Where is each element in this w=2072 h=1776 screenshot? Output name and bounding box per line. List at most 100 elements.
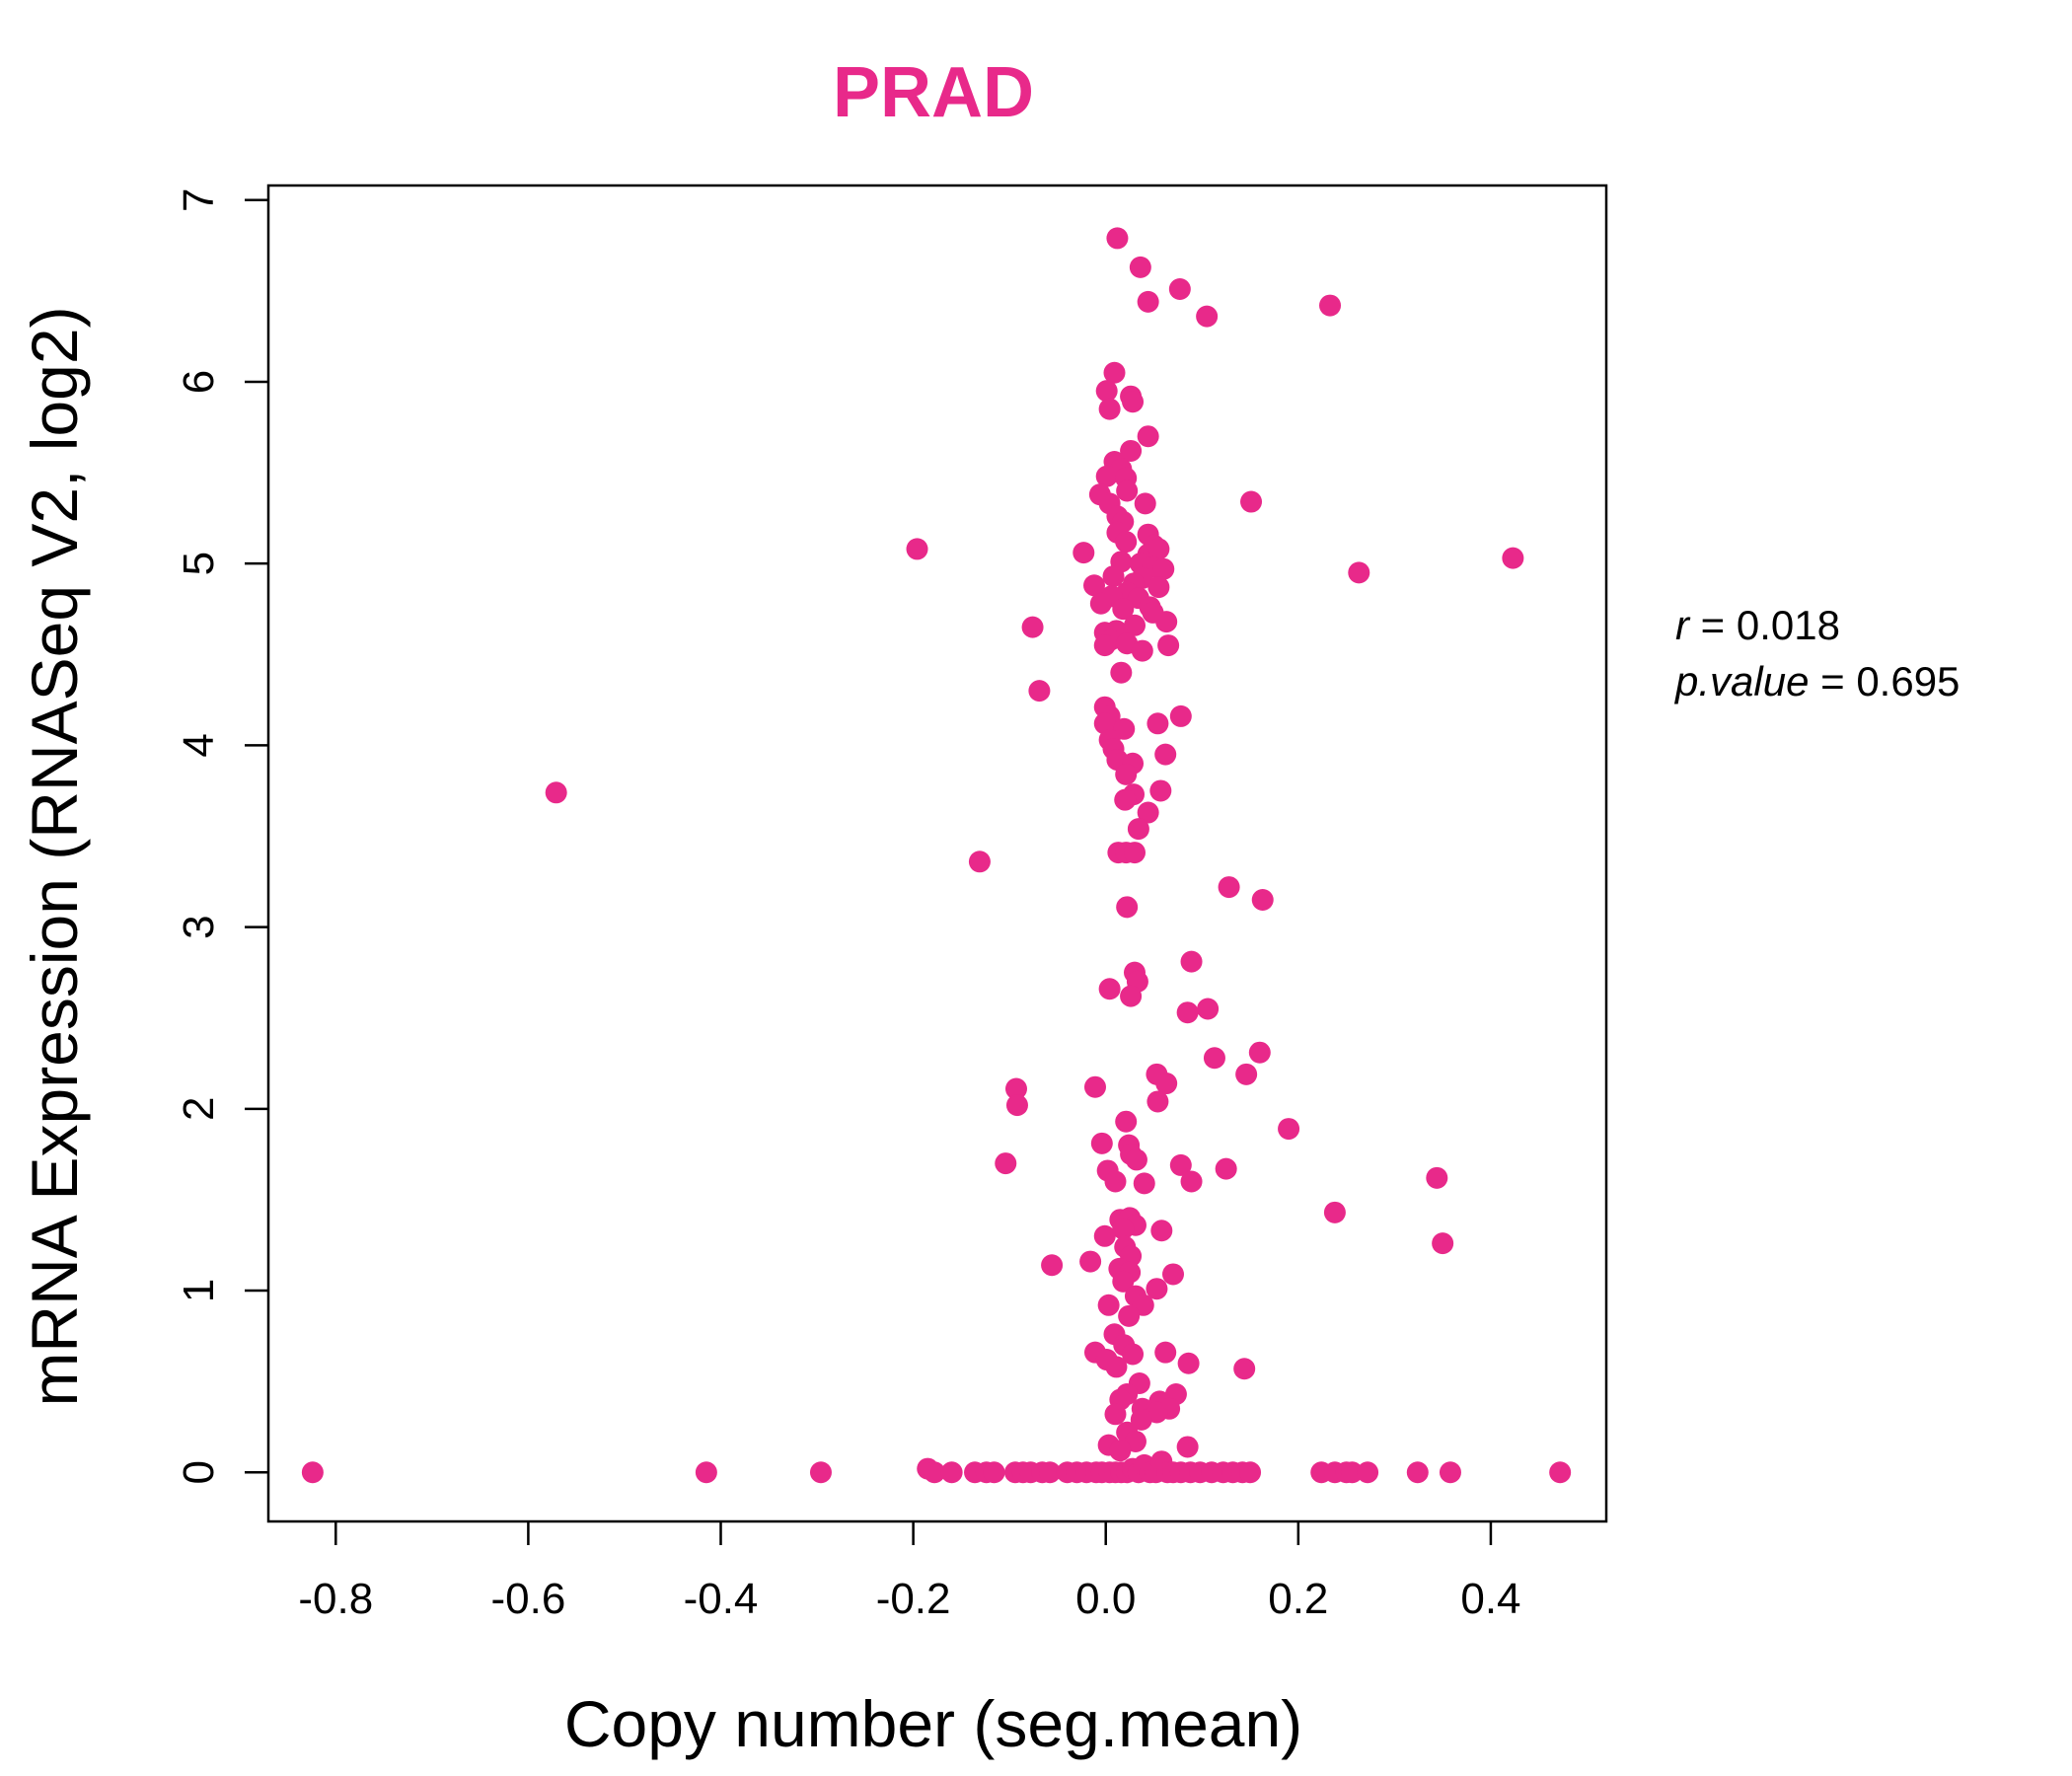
data-point (1133, 1172, 1155, 1195)
data-point (1235, 1063, 1258, 1085)
chart-title: PRAD (833, 53, 1034, 132)
data-point (1089, 592, 1112, 615)
data-point (1157, 634, 1180, 657)
data-point (1406, 1461, 1429, 1484)
data-point (1233, 1358, 1256, 1380)
y-tick-label: 3 (175, 915, 223, 938)
data-point (1203, 1047, 1225, 1070)
data-point (301, 1461, 324, 1484)
data-point (1115, 763, 1138, 785)
r-value: 0.018 (1737, 602, 1840, 648)
data-point (1106, 227, 1129, 250)
plot-frame (266, 184, 1608, 1523)
data-point (1110, 661, 1133, 684)
data-point (1168, 278, 1191, 301)
data-point (1248, 1041, 1271, 1064)
data-point (1115, 531, 1138, 554)
data-point (1357, 1461, 1379, 1484)
data-point (1005, 1094, 1028, 1117)
data-point (1177, 1352, 1200, 1374)
data-point (1127, 818, 1149, 841)
x-tick-label: 0.2 (1268, 1575, 1328, 1623)
data-point (1180, 1170, 1203, 1193)
data-point (1319, 294, 1342, 317)
data-point (1109, 1440, 1132, 1462)
data-point (1154, 1341, 1177, 1364)
data-point (1083, 1075, 1106, 1098)
data-point (1155, 1073, 1178, 1095)
data-point (1095, 380, 1118, 403)
y-axis: 0 1 2 3 4 5 6 7 (175, 187, 268, 1485)
data-point (1137, 801, 1159, 824)
x-tick-label: -0.8 (298, 1575, 373, 1623)
data-point (906, 538, 928, 560)
data-point (1348, 561, 1370, 584)
data-point (1278, 1118, 1300, 1141)
data-point (545, 781, 567, 804)
data-point (1093, 712, 1116, 735)
data-point (1162, 1263, 1185, 1286)
data-point (1105, 1356, 1128, 1378)
data-point (1116, 480, 1139, 502)
correlation-stat: r = 0.018 (1675, 602, 1840, 648)
data-point (1134, 492, 1156, 515)
data-point (1176, 1436, 1199, 1458)
x-axis: -0.8 -0.6 -0.4 -0.2 0.0 0.2 0.4 (298, 1521, 1521, 1623)
data-point (1176, 1001, 1199, 1024)
data-point (1129, 256, 1151, 278)
x-tick-label: -0.6 (490, 1575, 565, 1623)
data-point (1098, 398, 1121, 420)
r-equals: = (1701, 602, 1737, 648)
data-point (1154, 743, 1177, 766)
x-tick-label: 0.0 (1075, 1575, 1136, 1623)
data-point (1123, 614, 1146, 636)
data-point (1147, 538, 1170, 560)
x-tick-label: 0.4 (1460, 1575, 1520, 1623)
data-point (1169, 704, 1192, 727)
data-point (1039, 1461, 1062, 1484)
data-point (1116, 896, 1139, 919)
data-point (1125, 1148, 1147, 1171)
data-point (1120, 985, 1143, 1007)
data-point (1149, 779, 1172, 802)
data-point (1147, 1090, 1169, 1113)
data-point (1102, 565, 1125, 588)
data-point (1240, 490, 1263, 513)
data-point (983, 1461, 1005, 1484)
data-point (1131, 639, 1153, 662)
y-tick-label: 0 (175, 1460, 223, 1484)
data-point (1323, 1201, 1346, 1223)
data-point (995, 1152, 1017, 1175)
data-point (1218, 876, 1240, 899)
data-point (1073, 542, 1095, 564)
data-point (1137, 425, 1159, 448)
data-point (1341, 1461, 1364, 1484)
data-point (1147, 576, 1170, 599)
data-point (1432, 1232, 1454, 1255)
data-point (1122, 1343, 1145, 1366)
data-point (1123, 842, 1146, 864)
y-tick-label: 4 (175, 733, 223, 757)
data-point (695, 1461, 717, 1484)
data-point (1502, 547, 1524, 569)
data-point (1095, 465, 1118, 487)
data-point (1114, 788, 1137, 811)
data-point (1150, 1220, 1173, 1242)
data-point (1021, 616, 1044, 638)
data-point (1104, 1170, 1127, 1193)
data-point (1239, 1461, 1262, 1484)
y-tick-label: 1 (175, 1279, 223, 1302)
data-point (1093, 634, 1116, 657)
data-points (301, 227, 1572, 1484)
data-point (1112, 598, 1135, 621)
p-value: 0.695 (1856, 658, 1960, 704)
data-point (1093, 1224, 1116, 1247)
p-label: p.value (1673, 658, 1809, 704)
data-point (1155, 611, 1178, 633)
data-point (1118, 1304, 1141, 1327)
data-point (809, 1461, 832, 1484)
data-point (1090, 1132, 1113, 1154)
data-point (940, 1461, 963, 1484)
y-axis-title: mRNA Expression (RNASeq V2, log2) (18, 306, 91, 1406)
data-point (1180, 950, 1203, 973)
